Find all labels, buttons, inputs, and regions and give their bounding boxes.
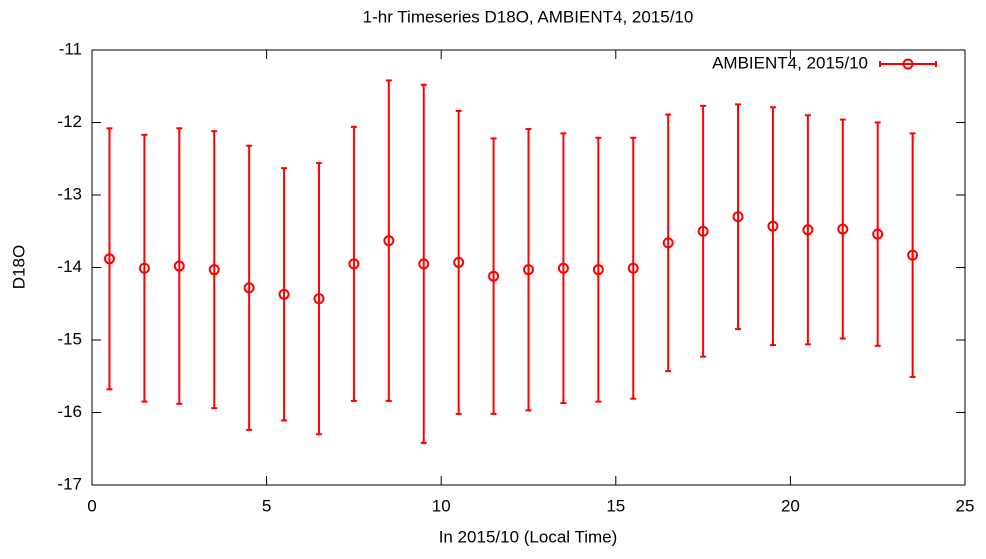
point <box>383 235 395 247</box>
point <box>523 264 534 276</box>
point <box>313 293 325 305</box>
point <box>557 262 569 274</box>
point <box>662 237 674 249</box>
y-axis-label: D18O <box>9 245 28 289</box>
point <box>208 264 220 276</box>
x-tick-label: 20 <box>781 496 800 515</box>
point <box>173 260 185 272</box>
point <box>592 264 604 276</box>
legend-swatch <box>902 58 914 70</box>
point <box>627 262 639 274</box>
legend-label: AMBIENT4, 2015/10 <box>712 53 868 72</box>
x-tick-label: 10 <box>432 496 451 515</box>
point <box>103 253 115 265</box>
y-tick-label: -17 <box>57 474 82 493</box>
y-tick-label: -14 <box>57 257 82 276</box>
point <box>872 228 884 240</box>
x-tick-label: 0 <box>87 496 96 515</box>
y-tick-label: -12 <box>57 112 82 131</box>
point <box>767 220 779 232</box>
y-tick-label: -15 <box>57 329 82 348</box>
point <box>837 223 849 235</box>
y-tick-label: -13 <box>57 184 82 203</box>
x-tick-label: 5 <box>262 496 271 515</box>
point <box>697 225 709 237</box>
x-axis-label: In 2015/10 (Local Time) <box>439 527 618 546</box>
x-tick-label: 15 <box>606 496 625 515</box>
point <box>907 249 919 261</box>
y-tick-label: -11 <box>59 39 82 58</box>
point <box>418 258 430 270</box>
point <box>348 258 360 270</box>
x-tick-label: 25 <box>956 496 975 515</box>
chart-title: 1-hr Timeseries D18O, AMBIENT4, 2015/10 <box>363 7 694 26</box>
point <box>453 256 465 268</box>
point <box>243 282 255 294</box>
y-tick-label: -16 <box>57 402 82 421</box>
point <box>802 224 814 236</box>
point <box>138 262 150 274</box>
point <box>732 211 744 223</box>
point <box>488 270 500 282</box>
point <box>278 288 290 300</box>
